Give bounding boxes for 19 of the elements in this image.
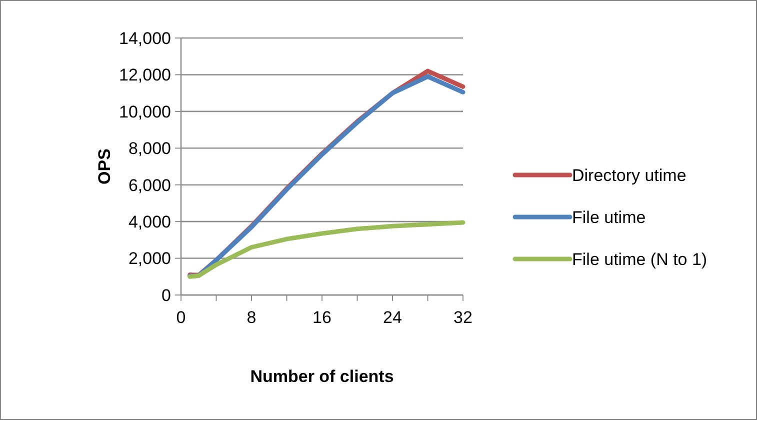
legend-label: File utime (N to 1) [572, 250, 708, 269]
line-series [188, 220, 466, 279]
y-axis-title: OPS [95, 148, 114, 184]
x-tick-label: 8 [246, 308, 256, 327]
y-tick-label: 2,000 [128, 249, 171, 268]
x-tick-label: 24 [383, 308, 402, 327]
y-tick-label: 0 [162, 286, 171, 305]
legend-label: Directory utime [572, 166, 686, 185]
y-tick-label: 8,000 [128, 139, 171, 158]
y-tick-label: 14,000 [119, 28, 171, 48]
x-tick-label: 32 [454, 308, 472, 327]
y-tick-label: 12,000 [119, 66, 171, 85]
y-tick-label: 4,000 [128, 212, 171, 232]
x-tick-label: 0 [176, 308, 186, 327]
legend-label: File utime [572, 208, 646, 227]
y-tick-label: 6,000 [128, 176, 171, 195]
x-axis-title: Number of clients [250, 367, 394, 386]
x-tick-label: 16 [312, 308, 332, 327]
y-tick-label: 10,000 [119, 102, 171, 122]
